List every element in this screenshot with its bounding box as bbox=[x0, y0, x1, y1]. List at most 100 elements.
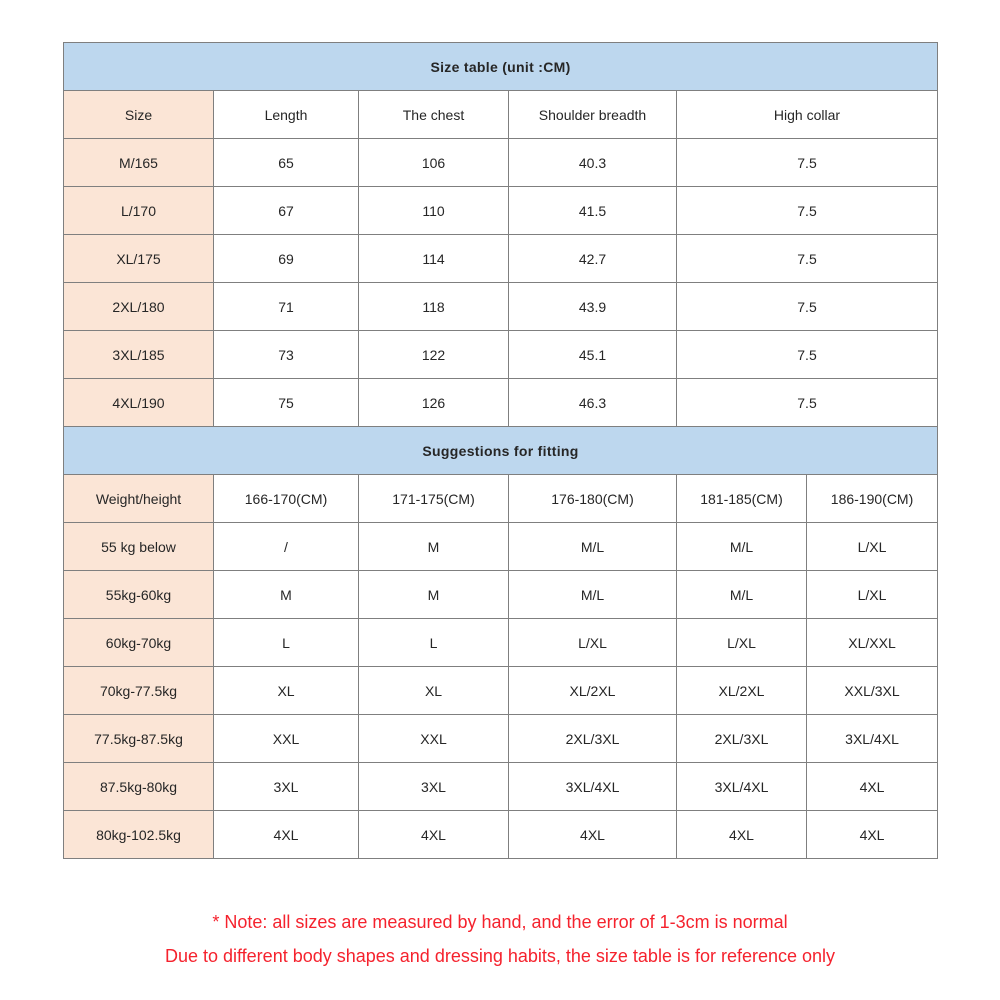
table-cell: XXL/3XL bbox=[805, 666, 939, 715]
row-label: 80kg-102.5kg bbox=[63, 810, 214, 859]
table-cell: 3XL/4XL bbox=[805, 714, 939, 763]
fitting-table-header-row: Weight/height 166-170(CM) 171-175(CM) 17… bbox=[63, 474, 939, 523]
note-line-2: Due to different body shapes and dressin… bbox=[164, 946, 836, 966]
table-cell: 106 bbox=[358, 138, 509, 187]
table-cell: M/L bbox=[508, 570, 677, 619]
column-header-181-185: 181-185(CM) bbox=[676, 474, 807, 523]
table-cell: 73 bbox=[213, 330, 359, 379]
table-cell: XL/2XL bbox=[508, 666, 677, 715]
row-label: 87.5kg-80kg bbox=[63, 762, 214, 811]
column-header-shoulder: Shoulder breadth bbox=[508, 90, 677, 139]
table-cell: 75 bbox=[213, 378, 359, 427]
row-label: 60kg-70kg bbox=[63, 618, 214, 667]
fitting-table-title-row: Suggestions for fitting bbox=[62, 426, 939, 475]
table-row: M/165 65 106 40.3 7.5 bbox=[63, 138, 938, 187]
column-header-186-190: 186-190(CM) bbox=[805, 474, 939, 523]
table-row: 77.5kg-87.5kg XXL XXL 2XL/3XL 2XL/3XL 3X… bbox=[63, 714, 939, 763]
table-row: 2XL/180 71 118 43.9 7.5 bbox=[63, 282, 938, 331]
fitting-table: Suggestions for fitting Weight/height 16… bbox=[62, 426, 939, 859]
table-row: 60kg-70kg L L L/XL L/XL XL/XXL bbox=[63, 618, 939, 667]
table-cell: 69 bbox=[213, 234, 359, 283]
row-label: 4XL/190 bbox=[63, 378, 214, 427]
row-label: 77.5kg-87.5kg bbox=[63, 714, 214, 763]
table-cell: 3XL/4XL bbox=[676, 762, 807, 811]
table-cell: 4XL bbox=[805, 762, 939, 811]
column-header-chest: The chest bbox=[358, 90, 509, 139]
table-cell: 46.3 bbox=[508, 378, 677, 427]
table-cell: 118 bbox=[358, 282, 509, 331]
column-header-166-170: 166-170(CM) bbox=[213, 474, 359, 523]
size-table-header-row: Size Length The chest Shoulder breadth H… bbox=[63, 90, 938, 139]
table-cell: 4XL bbox=[358, 810, 509, 859]
row-label: L/170 bbox=[63, 186, 214, 235]
table-cell: L/XL bbox=[508, 618, 677, 667]
row-label: XL/175 bbox=[63, 234, 214, 283]
column-header-171-175: 171-175(CM) bbox=[358, 474, 509, 523]
table-cell: XL bbox=[358, 666, 509, 715]
table-cell: L bbox=[358, 618, 509, 667]
table-cell: 42.7 bbox=[508, 234, 677, 283]
row-label: 3XL/185 bbox=[63, 330, 214, 379]
table-cell: 4XL bbox=[676, 810, 807, 859]
size-table-title-row: Size table (unit :CM) bbox=[63, 42, 938, 91]
table-row: 87.5kg-80kg 3XL 3XL 3XL/4XL 3XL/4XL 4XL bbox=[63, 762, 939, 811]
table-cell: 3XL bbox=[358, 762, 509, 811]
table-cell: 71 bbox=[213, 282, 359, 331]
table-cell: XXL bbox=[213, 714, 359, 763]
table-row: 3XL/185 73 122 45.1 7.5 bbox=[63, 330, 938, 379]
table-cell: 7.5 bbox=[676, 330, 938, 379]
table-cell: M bbox=[358, 570, 509, 619]
table-cell: 43.9 bbox=[508, 282, 677, 331]
column-header-weight-height: Weight/height bbox=[63, 474, 214, 523]
table-cell: M/L bbox=[676, 522, 807, 571]
table-cell: M/L bbox=[676, 570, 807, 619]
row-label: M/165 bbox=[63, 138, 214, 187]
table-cell: 2XL/3XL bbox=[508, 714, 677, 763]
fitting-table-title: Suggestions for fitting bbox=[62, 426, 939, 475]
table-cell: 3XL/4XL bbox=[508, 762, 677, 811]
table-cell: 41.5 bbox=[508, 186, 677, 235]
table-cell: 7.5 bbox=[676, 138, 938, 187]
size-table: Size table (unit :CM) Size Length The ch… bbox=[63, 42, 938, 427]
table-cell: XL/XXL bbox=[805, 618, 939, 667]
table-cell: 7.5 bbox=[676, 282, 938, 331]
table-row: 55 kg below / M M/L M/L L/XL bbox=[63, 522, 939, 571]
table-cell: L/XL bbox=[805, 522, 939, 571]
table-cell: XXL bbox=[358, 714, 509, 763]
row-label: 55 kg below bbox=[63, 522, 214, 571]
table-cell: / bbox=[213, 522, 359, 571]
row-label: 2XL/180 bbox=[63, 282, 214, 331]
table-cell: 126 bbox=[358, 378, 509, 427]
table-cell: XL/2XL bbox=[676, 666, 807, 715]
table-cell: 67 bbox=[213, 186, 359, 235]
table-cell: 40.3 bbox=[508, 138, 677, 187]
table-cell: 4XL bbox=[508, 810, 677, 859]
notes: * Note: all sizes are measured by hand, … bbox=[63, 905, 937, 973]
table-cell: XL bbox=[213, 666, 359, 715]
table-row: 55kg-60kg M M M/L M/L L/XL bbox=[63, 570, 939, 619]
table-row: XL/175 69 114 42.7 7.5 bbox=[63, 234, 938, 283]
row-label: 55kg-60kg bbox=[63, 570, 214, 619]
table-cell: L/XL bbox=[805, 570, 939, 619]
table-cell: 7.5 bbox=[676, 234, 938, 283]
table-row: 70kg-77.5kg XL XL XL/2XL XL/2XL XXL/3XL bbox=[63, 666, 939, 715]
table-row: 4XL/190 75 126 46.3 7.5 bbox=[63, 378, 938, 427]
table-cell: 7.5 bbox=[676, 186, 938, 235]
table-row: 80kg-102.5kg 4XL 4XL 4XL 4XL 4XL bbox=[63, 810, 939, 859]
note-line-1: * Note: all sizes are measured by hand, … bbox=[212, 912, 788, 932]
size-chart-page: Size table (unit :CM) Size Length The ch… bbox=[62, 42, 939, 973]
table-cell: L/XL bbox=[676, 618, 807, 667]
table-cell: 4XL bbox=[213, 810, 359, 859]
table-cell: M bbox=[358, 522, 509, 571]
size-table-title: Size table (unit :CM) bbox=[63, 42, 938, 91]
table-cell: 122 bbox=[358, 330, 509, 379]
table-cell: 2XL/3XL bbox=[676, 714, 807, 763]
table-cell: 7.5 bbox=[676, 378, 938, 427]
table-row: L/170 67 110 41.5 7.5 bbox=[63, 186, 938, 235]
row-label: 70kg-77.5kg bbox=[63, 666, 214, 715]
column-header-size: Size bbox=[63, 90, 214, 139]
column-header-collar: High collar bbox=[676, 90, 938, 139]
column-header-176-180: 176-180(CM) bbox=[508, 474, 677, 523]
table-cell: L bbox=[213, 618, 359, 667]
table-cell: 114 bbox=[358, 234, 509, 283]
